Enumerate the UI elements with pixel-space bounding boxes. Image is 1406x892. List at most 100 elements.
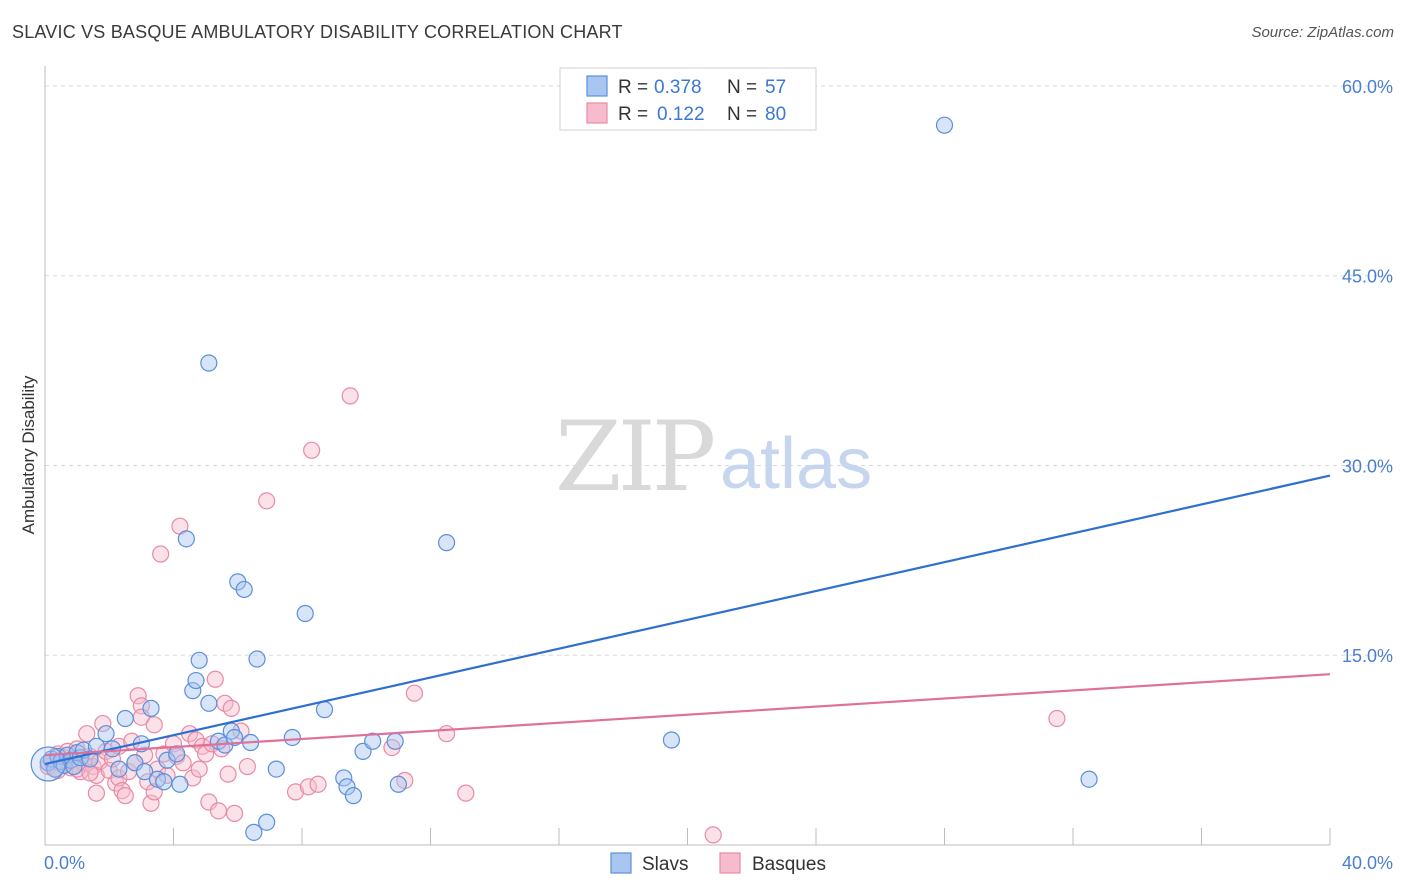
legend-n-label-slavs: N = bbox=[727, 77, 757, 98]
x-tick-label: 0.0% bbox=[44, 853, 85, 873]
point-slavs bbox=[245, 823, 263, 841]
point-slavs bbox=[389, 775, 407, 793]
watermark-atlas: atlas bbox=[720, 424, 872, 504]
chart-title: SLAVIC VS BASQUE AMBULATORY DISABILITY C… bbox=[12, 22, 623, 42]
point-slavs bbox=[110, 760, 128, 778]
y-tick-label: 15.0% bbox=[1342, 646, 1393, 666]
point-basques bbox=[190, 760, 208, 778]
point-basques bbox=[222, 699, 240, 717]
point-slavs bbox=[267, 760, 285, 778]
point-basques bbox=[113, 782, 131, 800]
point-slavs bbox=[200, 354, 218, 372]
point-slavs bbox=[225, 728, 244, 747]
point-basques bbox=[78, 725, 96, 743]
point-basques bbox=[145, 716, 163, 734]
point-slavs bbox=[200, 694, 218, 712]
gridlines bbox=[45, 85, 1392, 656]
bottom-legend-swatch-basques bbox=[719, 852, 741, 874]
point-slavs bbox=[662, 731, 681, 749]
point-basques bbox=[238, 757, 256, 776]
bottom-legend-swatch-slavs bbox=[610, 852, 632, 874]
point-basques bbox=[232, 722, 250, 740]
point-slavs bbox=[386, 732, 404, 750]
point-basques bbox=[405, 684, 424, 702]
point-basques bbox=[437, 725, 456, 743]
y-tick-label: 60.0% bbox=[1342, 77, 1393, 97]
point-basques bbox=[116, 787, 134, 805]
point-slavs bbox=[135, 763, 154, 781]
point-basques bbox=[258, 492, 276, 510]
legend-n-label-basques: N = bbox=[727, 104, 757, 125]
y-tick-label: 45.0% bbox=[1342, 267, 1393, 287]
point-basques bbox=[225, 804, 244, 822]
point-basques bbox=[299, 778, 318, 796]
point-basques bbox=[704, 826, 722, 844]
point-basques bbox=[457, 784, 475, 802]
point-slavs bbox=[116, 709, 134, 728]
source-label: Source: ZipAtlas.com bbox=[1251, 24, 1394, 41]
point-slavs bbox=[187, 671, 205, 690]
legend-swatch-slavs bbox=[586, 75, 608, 97]
trend-line-basques bbox=[44, 673, 1331, 757]
point-slavs bbox=[338, 778, 356, 796]
point-slavs bbox=[248, 650, 266, 668]
point-basques bbox=[219, 765, 237, 783]
point-slavs bbox=[335, 769, 353, 787]
trend-lines bbox=[44, 474, 1331, 766]
point-basques bbox=[309, 775, 327, 793]
point-slavs bbox=[437, 534, 456, 552]
y-tick-label: 30.0% bbox=[1342, 456, 1393, 476]
legend-swatch-basques bbox=[586, 102, 608, 124]
series-slavs-points bbox=[30, 116, 1098, 841]
point-basques bbox=[81, 764, 99, 782]
point-slavs bbox=[177, 530, 195, 548]
stats-legend: R = 0.378 N = 57 R = 0.122 N = 80 bbox=[559, 67, 817, 131]
point-slavs bbox=[184, 682, 202, 700]
point-basques bbox=[1048, 709, 1066, 728]
point-slavs bbox=[296, 604, 314, 623]
point-basques bbox=[209, 802, 228, 820]
point-basques bbox=[303, 441, 321, 459]
series-legend: Slavs Basques bbox=[610, 852, 826, 875]
point-slavs bbox=[258, 813, 276, 831]
point-slavs bbox=[935, 116, 954, 134]
series-basques-points bbox=[39, 387, 1066, 844]
y-axis-label: Ambulatory Disability bbox=[19, 375, 38, 534]
point-slavs bbox=[283, 728, 301, 747]
point-basques bbox=[129, 687, 147, 705]
point-basques bbox=[110, 769, 128, 787]
tick-labels: 15.0% 30.0% 45.0% 60.0% 0.0% 40.0% bbox=[44, 77, 1393, 873]
point-slavs bbox=[171, 775, 189, 793]
x-tick-label: 40.0% bbox=[1342, 853, 1393, 873]
point-slavs bbox=[97, 725, 115, 743]
point-slavs bbox=[158, 751, 176, 769]
legend-r-label-slavs: R = bbox=[618, 77, 648, 98]
legend-r-label-basques: R = bbox=[618, 104, 648, 125]
point-slavs bbox=[364, 732, 382, 750]
point-slavs bbox=[344, 787, 362, 805]
legend-n-value-basques: 80 bbox=[765, 104, 786, 125]
point-basques bbox=[341, 387, 359, 405]
point-slavs bbox=[155, 773, 173, 791]
point-slavs bbox=[1080, 770, 1098, 788]
point-basques bbox=[94, 714, 112, 733]
point-slavs bbox=[315, 701, 334, 719]
point-basques bbox=[187, 731, 205, 749]
point-basques bbox=[286, 783, 305, 801]
point-basques bbox=[87, 784, 106, 802]
legend-r-value-basques: 0.122 bbox=[657, 104, 705, 125]
legend-r-value-slavs: 0.378 bbox=[654, 77, 702, 98]
point-slavs bbox=[190, 651, 208, 669]
point-slavs bbox=[142, 699, 160, 717]
watermark: ZIP atlas bbox=[555, 401, 872, 513]
trend-line-slavs bbox=[44, 474, 1331, 766]
bottom-legend-label-basques: Basques bbox=[752, 854, 826, 875]
point-basques bbox=[152, 545, 170, 563]
point-basques bbox=[206, 670, 224, 688]
watermark-zip: ZIP bbox=[555, 401, 714, 513]
legend-n-value-slavs: 57 bbox=[765, 77, 786, 98]
bottom-legend-label-slavs: Slavs bbox=[642, 854, 688, 875]
axes bbox=[44, 66, 1331, 846]
point-slavs bbox=[235, 580, 253, 599]
